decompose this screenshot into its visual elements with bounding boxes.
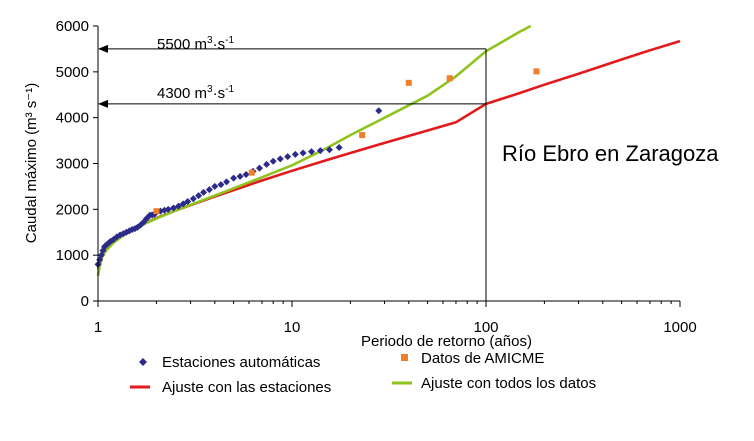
point-estaciones-33: [200, 188, 208, 196]
series-line-1: [96, 24, 532, 277]
point-estaciones-31: [189, 195, 197, 203]
point-estaciones-28: [175, 202, 183, 210]
point-estaciones-12: [122, 228, 130, 236]
return-period-reference-lines: [98, 44, 487, 301]
point-estaciones-53: [375, 107, 383, 115]
point-amicme-0: [153, 208, 160, 215]
legend: Estaciones automáticas Datos de AMICME A…: [130, 350, 596, 396]
legend-marker-amicme: [401, 354, 408, 361]
point-estaciones-50: [316, 147, 324, 155]
legend-marker-estaciones: [139, 358, 147, 366]
point-amicme-3: [405, 79, 412, 86]
annotation-4300: 4300 m3·s-1: [157, 84, 234, 102]
x-tick-label-2: 100: [473, 319, 498, 336]
legend-label-estaciones: Estaciones automáticas: [162, 354, 320, 371]
point-estaciones-32: [195, 192, 203, 200]
y-axis-label: Caudal máximo (m³ s⁻¹): [23, 83, 40, 243]
x-ticks: 1 10 100 1000: [94, 301, 697, 336]
point-estaciones-37: [223, 178, 231, 186]
point-estaciones-43: [263, 160, 271, 168]
y-tick-label-5: 5000: [56, 64, 89, 81]
legend-label-ajuste-estaciones: Ajuste con las estaciones: [162, 379, 331, 396]
point-estaciones-47: [291, 150, 299, 158]
x-tick-label-1: 10: [284, 319, 301, 336]
y-tick-label-0: 0: [81, 293, 89, 310]
x-axis-label: Periodo de retorno (años): [361, 333, 532, 350]
point-estaciones-49: [307, 148, 315, 156]
x-tick-label-0: 1: [94, 319, 102, 336]
point-estaciones-52: [335, 143, 343, 151]
legend-label-ajuste-todos: Ajuste con todos los datos: [421, 375, 596, 392]
legend-label-amicme: Datos de AMICME: [421, 350, 544, 367]
data-points: [94, 68, 540, 268]
point-amicme-5: [533, 68, 540, 75]
y-tick-label-6: 6000: [56, 18, 89, 35]
point-amicme-2: [359, 132, 366, 139]
point-estaciones-45: [276, 155, 284, 163]
point-estaciones-39: [236, 172, 244, 180]
y-tick-label-2: 2000: [56, 201, 89, 218]
annotation-5500: 5500 m3·s-1: [157, 35, 234, 53]
y-tick-label-3: 3000: [56, 156, 89, 173]
point-estaciones-38: [230, 174, 238, 182]
point-estaciones-36: [217, 181, 225, 189]
point-amicme-4: [446, 75, 453, 82]
point-estaciones-35: [211, 182, 219, 190]
point-estaciones-51: [325, 146, 333, 154]
point-estaciones-34: [205, 186, 213, 194]
annotation-arrowhead-0: [98, 44, 108, 53]
y-ticks: 0 1000 2000 3000 4000 5000 6000: [56, 18, 98, 310]
y-tick-label-1: 1000: [56, 247, 89, 264]
point-estaciones-46: [284, 153, 292, 161]
annotation-arrowhead-1: [98, 99, 108, 108]
point-estaciones-42: [256, 164, 264, 172]
point-estaciones-40: [242, 171, 250, 178]
point-estaciones-30: [184, 198, 192, 206]
y-tick-label-4: 4000: [56, 110, 89, 127]
point-estaciones-44: [269, 157, 277, 165]
point-estaciones-48: [299, 149, 307, 157]
point-estaciones-26: [164, 205, 172, 213]
chart-title: Río Ebro en Zaragoza: [502, 141, 719, 166]
x-tick-label-3: 1000: [663, 319, 696, 336]
point-amicme-1: [248, 169, 255, 176]
